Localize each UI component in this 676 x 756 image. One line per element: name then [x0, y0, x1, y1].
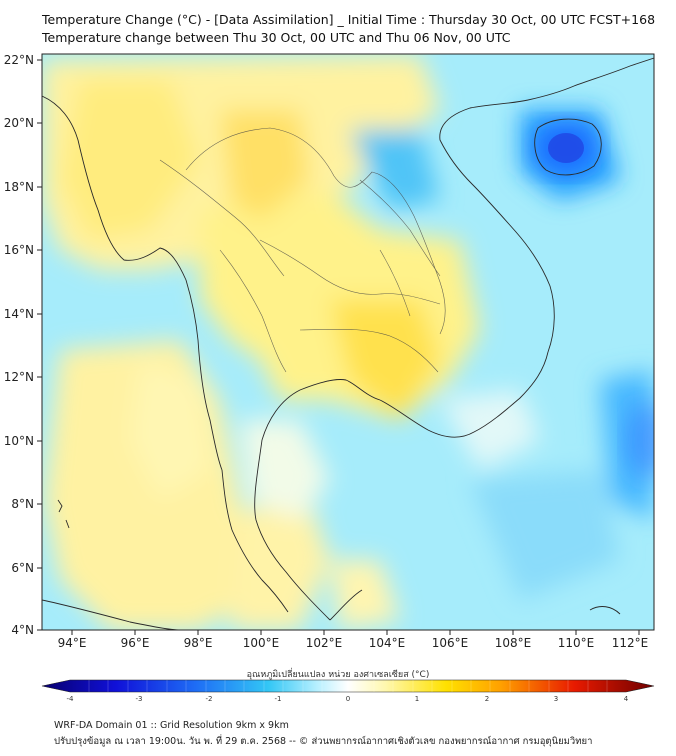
footer-model-info: WRF-DA Domain 01 :: Grid Resolution 9km … — [54, 720, 289, 731]
colorbar-tick: 1 — [415, 695, 419, 703]
lon-label: 106°E — [432, 636, 469, 650]
colorbar-tick: -2 — [206, 695, 213, 703]
lon-label: 104°E — [369, 636, 406, 650]
colorbar-tick: 0 — [346, 695, 350, 703]
colorbar-tick: 2 — [485, 695, 489, 703]
colorbar-tick: -4 — [67, 695, 75, 703]
lon-label: 110°E — [558, 636, 595, 650]
latitude-axis: 22°N 20°N 18°N 16°N 14°N 12°N 10°N 8°N 6… — [4, 53, 42, 637]
lon-label: 98°E — [184, 636, 213, 650]
temperature-field — [42, 54, 654, 630]
lat-label: 8°N — [11, 497, 34, 511]
map-subtitle: Temperature change between Thu 30 Oct, 0… — [42, 30, 511, 45]
lon-label: 94°E — [58, 636, 87, 650]
lon-label: 108°E — [495, 636, 532, 650]
lon-label: 112°E — [612, 636, 649, 650]
lat-label: 16°N — [4, 243, 34, 257]
lat-label: 18°N — [4, 180, 34, 194]
colorbar-tick: -1 — [275, 695, 282, 703]
footer-credit: ปรับปรุงข้อมูล ณ เวลา 19:00น. วัน พ. ที่… — [54, 736, 593, 747]
lat-label: 14°N — [4, 307, 34, 321]
longitude-axis: 94°E 96°E 98°E 100°E 102°E 104°E 106°E 1… — [58, 630, 649, 650]
lat-label: 22°N — [4, 53, 34, 67]
lat-label: 20°N — [4, 116, 34, 130]
lon-label: 102°E — [306, 636, 343, 650]
lat-label: 4°N — [11, 623, 34, 637]
colorbar: -4 -3 -2 -1 0 1 2 3 4 — [41, 679, 655, 703]
map-title: Temperature Change (°C) - [Data Assimila… — [42, 12, 656, 27]
lon-label: 96°E — [121, 636, 150, 650]
lat-label: 12°N — [4, 370, 34, 384]
lat-label: 10°N — [4, 434, 34, 448]
map-frame — [41, 53, 655, 631]
admin-borders — [159, 127, 446, 373]
coastlines — [42, 57, 654, 630]
lon-label: 100°E — [243, 636, 280, 650]
colorbar-label: อุณหภูมิเปลี่ยนแปลง หน่วย องศาเซลเซียส (… — [246, 670, 430, 680]
colorbar-tick: -3 — [136, 695, 143, 703]
colorbar-tick: 4 — [624, 695, 629, 703]
colorbar-tick: 3 — [554, 695, 558, 703]
lat-label: 6°N — [11, 561, 34, 575]
